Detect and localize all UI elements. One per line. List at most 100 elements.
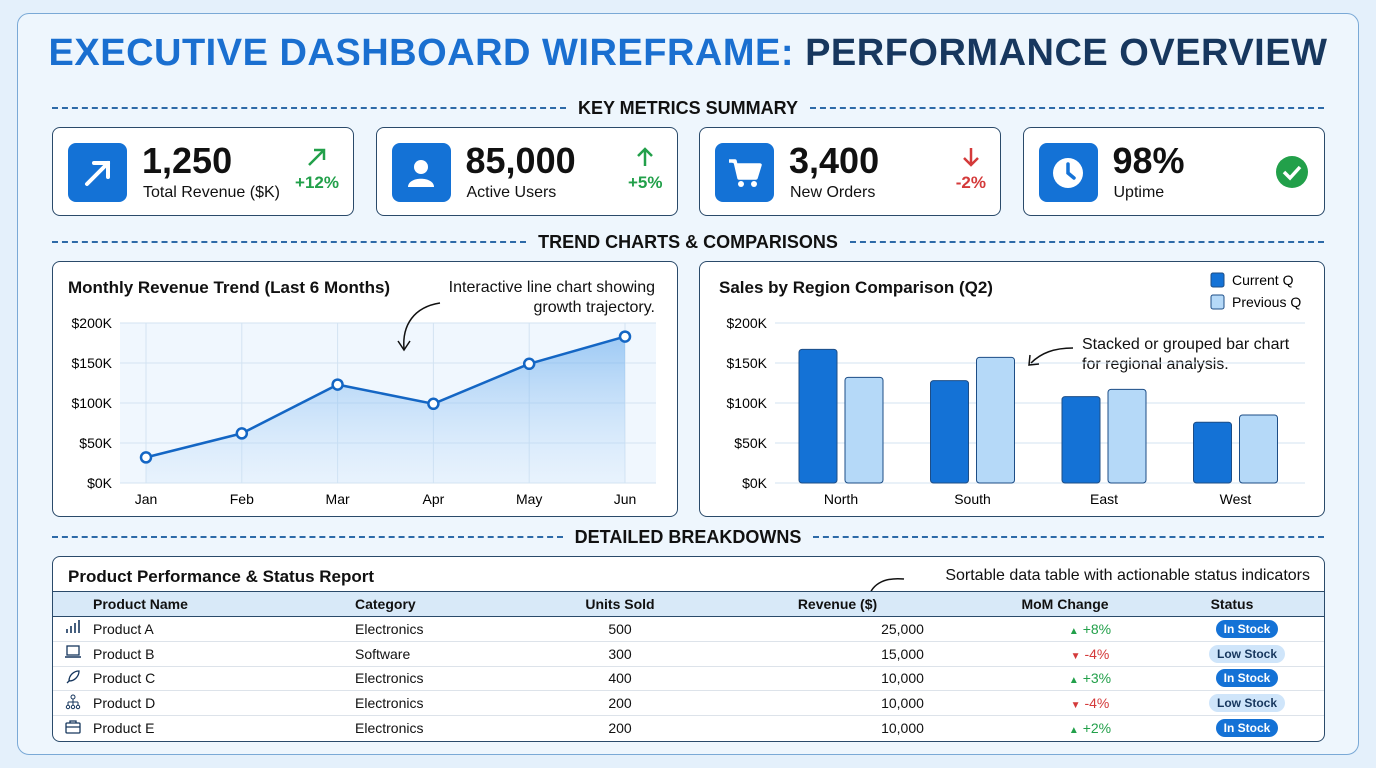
units-sold: 400 bbox=[555, 666, 685, 692]
kpi-value: 1,250 bbox=[142, 140, 233, 181]
bar-current-q bbox=[1061, 396, 1101, 484]
table-row[interactable]: Product C Electronics 400 10,000 ▲ +3% I… bbox=[53, 666, 1324, 692]
x-tick-label: Feb bbox=[230, 491, 254, 507]
revenue: 25,000 bbox=[685, 616, 990, 642]
table-row[interactable]: Product E Electronics 200 10,000 ▲ +2% I… bbox=[53, 716, 1324, 741]
section-kpi: KEY METRICS SUMMARY bbox=[52, 98, 1324, 118]
y-tick-label: $100K bbox=[72, 395, 113, 411]
page-title: EXECUTIVE DASHBOARD WIREFRAME: PERFORMAN… bbox=[48, 32, 1328, 74]
bar-chart-icon bbox=[66, 620, 80, 634]
units-sold: 500 bbox=[555, 616, 685, 642]
kpi-card[interactable]: 98% Uptime bbox=[1022, 127, 1325, 216]
kpi-value: 98% bbox=[1112, 140, 1185, 181]
check-circle-icon bbox=[1275, 155, 1309, 194]
briefcase-icon bbox=[65, 720, 81, 734]
x-tick-label: North bbox=[824, 491, 858, 507]
table-annotation: Sortable data table with actionable stat… bbox=[945, 567, 1310, 584]
status-badge[interactable]: Low Stock bbox=[1208, 644, 1285, 663]
x-tick-label: South bbox=[954, 491, 991, 507]
kpi-value: 85,000 bbox=[465, 140, 576, 181]
icon-column bbox=[53, 591, 93, 617]
x-tick-label: Jun bbox=[614, 491, 637, 507]
table-row[interactable]: Product D Electronics 200 10,000 ▼ -4% L… bbox=[53, 690, 1324, 717]
revenue: 10,000 bbox=[685, 666, 990, 692]
column-header[interactable]: MoM Change bbox=[990, 591, 1140, 617]
revenue: 15,000 bbox=[685, 641, 990, 667]
bar-current-q bbox=[930, 380, 969, 484]
y-tick-label: $50K bbox=[79, 435, 112, 451]
bar-previous-q bbox=[844, 376, 884, 484]
status-badge[interactable]: Low Stock bbox=[1208, 694, 1285, 713]
triangle-up-icon: ▲ bbox=[1068, 675, 1079, 687]
arrow-down-icon bbox=[956, 146, 986, 173]
kpi-card[interactable]: 1,250 Total Revenue ($K) +12% bbox=[52, 127, 354, 216]
units-sold: 200 bbox=[555, 690, 685, 717]
y-tick-label: $200K bbox=[727, 315, 768, 331]
kpi-card[interactable]: 85,000 Active Users +5% bbox=[375, 127, 678, 216]
category: Electronics bbox=[355, 666, 555, 692]
kpi-label: New Orders bbox=[790, 184, 876, 201]
mom-change: +2% bbox=[1082, 720, 1112, 737]
cart-icon bbox=[715, 143, 774, 202]
kpi-label: Active Users bbox=[466, 184, 557, 201]
y-tick-label: $0K bbox=[742, 475, 768, 491]
product-name: Product D bbox=[93, 690, 355, 717]
bar-chart-title: Sales by Region Comparison (Q2) bbox=[719, 278, 993, 297]
rocket-icon bbox=[66, 670, 80, 684]
product-name: Product C bbox=[93, 666, 355, 692]
y-tick-label: $50K bbox=[734, 435, 767, 451]
product-name: Product A bbox=[93, 616, 355, 642]
table-row[interactable]: Product B Software 300 15,000 ▼ -4% Low … bbox=[53, 641, 1324, 667]
kpi-card[interactable]: 3,400 New Orders -2% bbox=[699, 127, 1001, 216]
line-chart[interactable]: $0K $50K $100K $150K $200K Jan Feb Mar Apr May Jun bbox=[52, 261, 678, 517]
mom-change: -4% bbox=[1084, 645, 1110, 662]
legend-swatch bbox=[1210, 294, 1225, 310]
y-tick-label: $0K bbox=[87, 475, 113, 491]
bar-chart-annotation: Stacked or grouped bar chart for regiona… bbox=[1082, 336, 1290, 373]
table-row[interactable]: Product A Electronics 500 25,000 ▲ +8% I… bbox=[53, 616, 1324, 642]
bar-chart[interactable]: $0K $50K $100K $150K $200K North South East West… bbox=[699, 261, 1325, 517]
legend-swatch bbox=[1210, 272, 1225, 288]
status-badge[interactable]: In Stock bbox=[1215, 669, 1279, 688]
column-header[interactable]: Category bbox=[355, 591, 555, 617]
product-name: Product B bbox=[93, 641, 355, 667]
column-header[interactable]: Revenue ($) bbox=[685, 591, 990, 617]
category: Electronics bbox=[355, 616, 555, 642]
product-table: Product Name Category Units Sold Revenue ($… bbox=[53, 591, 1324, 740]
data-point bbox=[427, 397, 440, 411]
x-tick-label: Apr bbox=[423, 491, 445, 507]
data-point bbox=[618, 330, 632, 343]
triangle-down-icon: ▼ bbox=[1070, 650, 1081, 662]
kpi-delta: +5% bbox=[628, 173, 663, 192]
column-header[interactable]: Units Sold bbox=[555, 591, 685, 617]
units-sold: 300 bbox=[555, 641, 685, 667]
bar-previous-q bbox=[1239, 414, 1278, 484]
category: Software bbox=[355, 641, 555, 667]
column-header[interactable]: Status bbox=[1140, 591, 1324, 617]
status-badge[interactable]: In Stock bbox=[1215, 719, 1279, 738]
area-fill bbox=[146, 336, 625, 483]
x-tick-label: Mar bbox=[326, 491, 350, 507]
mom-change: +3% bbox=[1082, 670, 1112, 687]
status-badge[interactable]: In Stock bbox=[1215, 619, 1279, 638]
series-line bbox=[145, 335, 626, 459]
triangle-down-icon: ▼ bbox=[1070, 700, 1081, 712]
category: Electronics bbox=[355, 690, 555, 717]
legend-label: Current Q bbox=[1232, 272, 1294, 288]
line-chart-title: Monthly Revenue Trend (Last 6 Months) bbox=[68, 278, 391, 297]
data-point bbox=[139, 451, 153, 464]
column-header[interactable]: Product Name bbox=[93, 591, 355, 617]
trend-arrow-icon bbox=[68, 143, 127, 202]
triangle-up-icon: ▲ bbox=[1068, 725, 1079, 737]
product-table-card: Product Performance & Status Report Sort… bbox=[52, 556, 1325, 742]
line-chart-annotation: Interactive line chart showing growth tr… bbox=[448, 279, 655, 316]
arrow-up-icon bbox=[628, 146, 663, 173]
y-tick-label: $150K bbox=[727, 355, 768, 371]
category: Electronics bbox=[355, 720, 424, 737]
triangle-up-icon: ▲ bbox=[1068, 625, 1079, 637]
x-tick-label: Jan bbox=[135, 491, 158, 507]
data-point bbox=[235, 427, 249, 440]
product-name: Product E bbox=[93, 720, 155, 737]
y-tick-label: $200K bbox=[72, 315, 113, 331]
data-point bbox=[522, 357, 536, 371]
